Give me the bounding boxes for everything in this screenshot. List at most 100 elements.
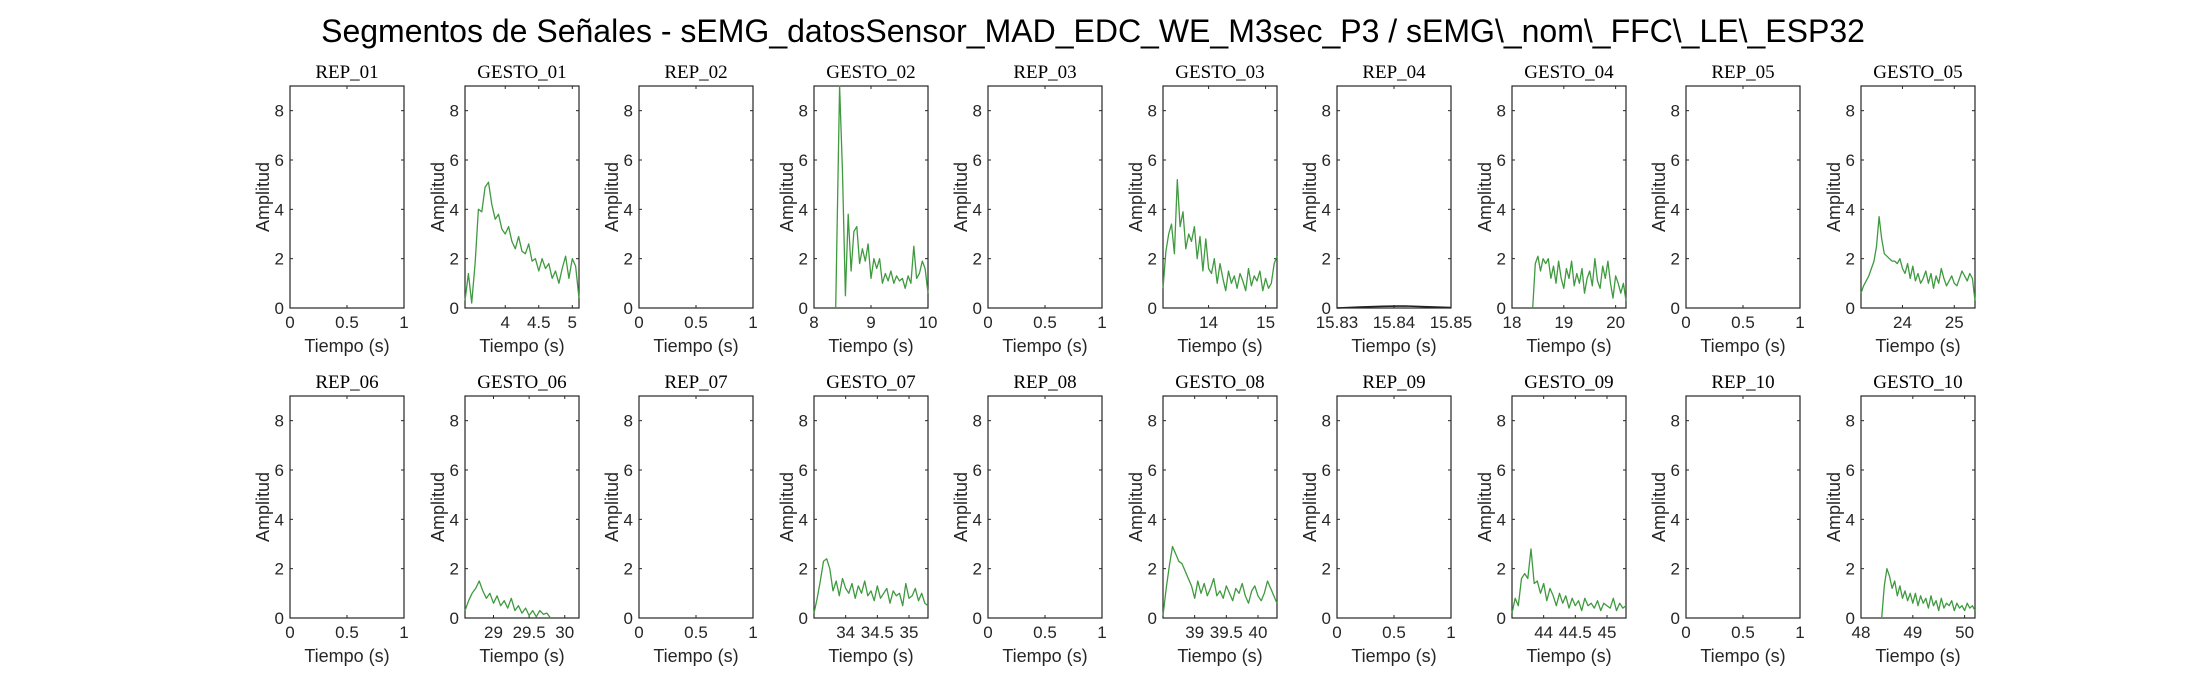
subplot-title: GESTO_08 bbox=[1175, 372, 1264, 393]
x-tick-label: 14 bbox=[1199, 313, 1218, 332]
y-tick-label: 4 bbox=[275, 510, 284, 529]
axes-box bbox=[638, 395, 754, 619]
y-tick-label: 2 bbox=[1322, 250, 1331, 269]
y-tick-label: 0 bbox=[799, 609, 808, 628]
y-tick-label: 4 bbox=[624, 200, 633, 219]
y-tick-label: 2 bbox=[799, 250, 808, 269]
y-tick-label: 2 bbox=[1671, 560, 1680, 579]
y-tick-label: 6 bbox=[1497, 151, 1506, 170]
axes-box bbox=[464, 395, 580, 619]
y-tick-label: 2 bbox=[1148, 250, 1157, 269]
y-tick-label: 2 bbox=[1846, 560, 1855, 579]
x-tick-label: 20 bbox=[1606, 313, 1625, 332]
x-tick-label: 34.5 bbox=[861, 623, 894, 642]
axes-box bbox=[1860, 395, 1976, 619]
x-tick-label: 0.5 bbox=[335, 313, 359, 332]
subplot-gesto-06: 0 2 4 6 8 29 29.5 30 GESTO_06 Tiempo (s) Amplitud bbox=[428, 372, 580, 666]
subplot-title: GESTO_02 bbox=[826, 62, 915, 83]
subplot-title: REP_05 bbox=[1711, 62, 1774, 83]
signal-line bbox=[1162, 545, 1278, 616]
x-tick-label: 1 bbox=[399, 623, 408, 642]
y-tick-label: 6 bbox=[1322, 461, 1331, 480]
signal-line bbox=[1532, 255, 1627, 309]
subplot-title: REP_04 bbox=[1362, 62, 1426, 83]
x-tick-label: 0.5 bbox=[1731, 313, 1755, 332]
y-tick-label: 2 bbox=[450, 250, 459, 269]
y-tick-label: 2 bbox=[1846, 250, 1855, 269]
subplot-title: REP_08 bbox=[1013, 372, 1076, 393]
axes-box bbox=[987, 395, 1103, 619]
axes-box bbox=[1162, 85, 1278, 309]
y-axis-label: Amplitud bbox=[428, 162, 448, 232]
subplot-title: REP_03 bbox=[1013, 62, 1076, 83]
x-tick-label: 0.5 bbox=[684, 623, 708, 642]
y-tick-label: 2 bbox=[1671, 250, 1680, 269]
subplot-rep-01: 0 2 4 6 8 0 0.5 1 REP_01 Tiempo (s) Amplitud bbox=[253, 62, 409, 356]
x-axis-label: Tiempo (s) bbox=[1526, 336, 1611, 356]
y-tick-label: 8 bbox=[1497, 102, 1506, 121]
y-tick-label: 8 bbox=[1148, 412, 1157, 431]
subplot-rep-08: 0 2 4 6 8 0 0.5 1 REP_08 Tiempo (s) Amplitud bbox=[951, 372, 1107, 666]
x-tick-label: 34 bbox=[836, 623, 855, 642]
subplot-title: REP_07 bbox=[664, 372, 727, 393]
y-tick-label: 8 bbox=[973, 412, 982, 431]
y-tick-label: 0 bbox=[275, 299, 284, 318]
x-tick-label: 0 bbox=[1681, 313, 1690, 332]
figure-title: Segmentos de Señales - sEMG_datosSensor_… bbox=[321, 13, 1865, 49]
y-tick-label: 6 bbox=[1322, 151, 1331, 170]
y-axis-label: Amplitud bbox=[1824, 472, 1844, 542]
axes-box bbox=[1685, 85, 1801, 309]
y-tick-label: 8 bbox=[275, 412, 284, 431]
x-tick-label: 0 bbox=[634, 623, 643, 642]
y-tick-label: 4 bbox=[624, 510, 633, 529]
y-tick-label: 0 bbox=[1671, 299, 1680, 318]
y-tick-label: 8 bbox=[624, 102, 633, 121]
y-tick-label: 4 bbox=[450, 510, 459, 529]
y-tick-label: 8 bbox=[1846, 102, 1855, 121]
y-tick-label: 0 bbox=[1846, 609, 1855, 628]
x-tick-label: 15.84 bbox=[1373, 313, 1416, 332]
y-tick-label: 0 bbox=[1322, 299, 1331, 318]
y-tick-label: 2 bbox=[624, 560, 633, 579]
x-tick-label: 10 bbox=[919, 313, 938, 332]
subplot-gesto-03: 0 2 4 6 8 14 15 GESTO_03 Tiempo (s) Amplitud bbox=[1126, 62, 1278, 356]
y-tick-label: 8 bbox=[1846, 412, 1855, 431]
x-axis-label: Tiempo (s) bbox=[1002, 336, 1087, 356]
x-tick-label: 0.5 bbox=[684, 313, 708, 332]
y-tick-label: 0 bbox=[624, 609, 633, 628]
x-tick-label: 1 bbox=[748, 623, 757, 642]
y-tick-label: 6 bbox=[1846, 461, 1855, 480]
y-tick-label: 6 bbox=[973, 151, 982, 170]
x-tick-label: 15.83 bbox=[1316, 313, 1359, 332]
y-tick-label: 6 bbox=[275, 151, 284, 170]
y-tick-label: 6 bbox=[1671, 461, 1680, 480]
y-tick-label: 6 bbox=[1846, 151, 1855, 170]
x-axis-label: Tiempo (s) bbox=[653, 646, 738, 666]
subplot-gesto-07: 0 2 4 6 8 34 34.5 35 GESTO_07 Tiempo (s) Amplitud bbox=[777, 372, 929, 666]
x-tick-label: 0.5 bbox=[1033, 623, 1057, 642]
subplot-title: GESTO_10 bbox=[1873, 372, 1962, 393]
x-tick-label: 5 bbox=[568, 313, 577, 332]
y-tick-label: 4 bbox=[1497, 200, 1506, 219]
x-axis-label: Tiempo (s) bbox=[304, 336, 389, 356]
x-tick-label: 1 bbox=[1097, 623, 1106, 642]
x-axis-label: Tiempo (s) bbox=[828, 646, 913, 666]
y-tick-label: 4 bbox=[1497, 510, 1506, 529]
subplot-rep-04: 0 2 4 6 8 15.83 15.84 15.85 REP_04 Tiempo (s) Ampl… bbox=[1300, 62, 1472, 356]
axes-box bbox=[1685, 395, 1801, 619]
x-tick-label: 0 bbox=[285, 623, 294, 642]
x-tick-label: 0 bbox=[285, 313, 294, 332]
y-tick-label: 8 bbox=[799, 102, 808, 121]
x-tick-label: 35 bbox=[900, 623, 919, 642]
y-tick-label: 0 bbox=[624, 299, 633, 318]
x-axis-label: Tiempo (s) bbox=[479, 336, 564, 356]
axes-box bbox=[289, 395, 405, 619]
x-axis-label: Tiempo (s) bbox=[1526, 646, 1611, 666]
y-tick-label: 0 bbox=[1846, 299, 1855, 318]
y-tick-label: 4 bbox=[450, 200, 459, 219]
subplot-title: GESTO_05 bbox=[1873, 62, 1962, 83]
y-tick-label: 4 bbox=[799, 510, 808, 529]
